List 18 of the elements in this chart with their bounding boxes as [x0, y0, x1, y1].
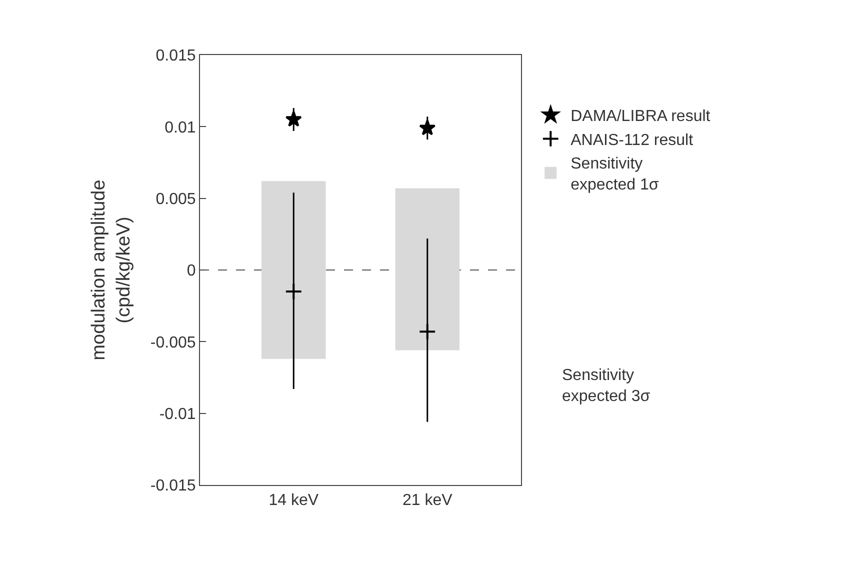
y-tick-label: -0.01 [159, 406, 196, 423]
x-tick-label: 14 keV [268, 492, 319, 510]
x-tick-label: 21 keV [402, 492, 453, 510]
text: Sensitivity expected 3σ [562, 367, 650, 405]
y-tick-label: -0.015 [150, 478, 196, 495]
point [284, 282, 302, 300]
y-tick-label: -0.005 [150, 334, 196, 352]
legend-label: ANAIS-112 result [570, 132, 694, 149]
y-tick-label: 0.01 [164, 119, 196, 136]
point [419, 119, 436, 136]
y-tick-label: 0.005 [156, 190, 196, 208]
legend-label: DAMA/LIBRA result [570, 108, 711, 126]
y-tick-label: 0 [186, 262, 196, 280]
y-axis-title: modulation amplitude (cpd/kg/keV) [88, 180, 134, 360]
point [285, 110, 302, 127]
y-tick-label: 0.015 [156, 48, 196, 65]
point [418, 322, 436, 340]
legend-label: Sensitivity expected 1σ [570, 156, 659, 194]
